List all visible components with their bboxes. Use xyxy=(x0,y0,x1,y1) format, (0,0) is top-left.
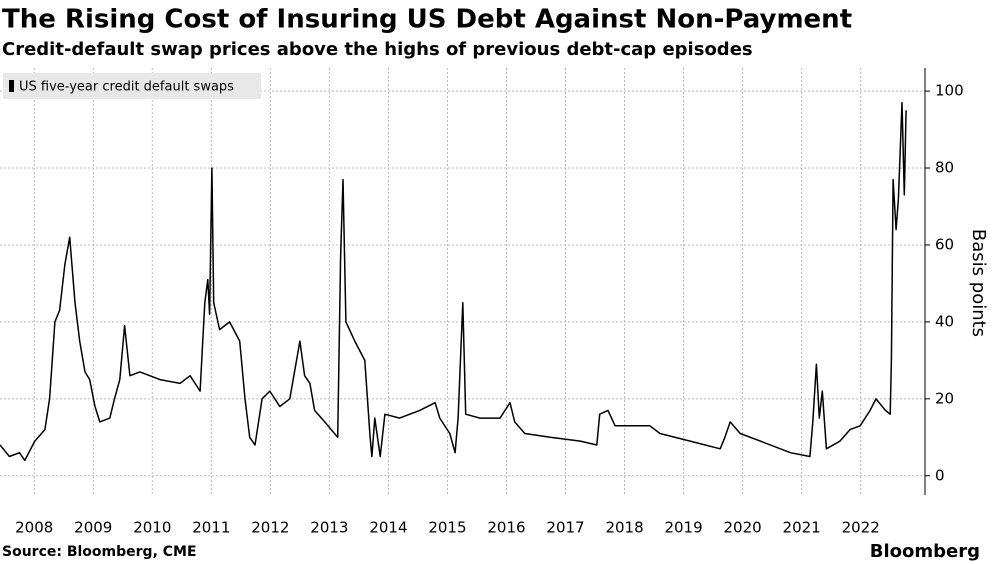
x-tick-label: 2011 xyxy=(192,519,230,537)
x-tick-label: 2019 xyxy=(664,519,702,537)
x-tick-label: 2012 xyxy=(251,519,289,537)
series-line xyxy=(0,101,907,462)
y-tick-label: 20 xyxy=(935,389,954,407)
x-tick-label: 2017 xyxy=(546,519,584,537)
x-tick-label: 2020 xyxy=(724,519,762,537)
chart-subtitle: Credit-default swap prices above the hig… xyxy=(2,39,753,60)
x-tick-label: 2015 xyxy=(428,519,466,537)
chart-title: The Rising Cost of Insuring US Debt Agai… xyxy=(2,5,852,35)
x-tick-label: 2013 xyxy=(310,519,348,537)
source: Source: Bloomberg, CME xyxy=(2,544,197,560)
y-axis-label: Basis points xyxy=(968,229,989,337)
legend-swatch xyxy=(9,80,14,92)
legend-label: US five-year credit default swaps xyxy=(19,80,234,95)
x-tick-label: 2021 xyxy=(783,519,821,537)
y-tick-label: 40 xyxy=(935,312,954,330)
x-tick-label: 2008 xyxy=(15,519,53,537)
x-tick-label: 2016 xyxy=(487,519,525,537)
x-tick-label: 2010 xyxy=(133,519,171,537)
y-tick-label: 100 xyxy=(935,82,964,100)
y-tick-label: 0 xyxy=(935,466,945,484)
x-tick-label: 2022 xyxy=(842,519,880,537)
x-tick-label: 2009 xyxy=(74,519,112,537)
y-tick-label: 60 xyxy=(935,235,954,253)
brand: Bloomberg xyxy=(870,541,980,562)
legend-box xyxy=(3,73,261,99)
x-tick-label: 2014 xyxy=(369,519,407,537)
y-tick-label: 80 xyxy=(935,159,954,177)
x-tick-label: 2018 xyxy=(605,519,643,537)
